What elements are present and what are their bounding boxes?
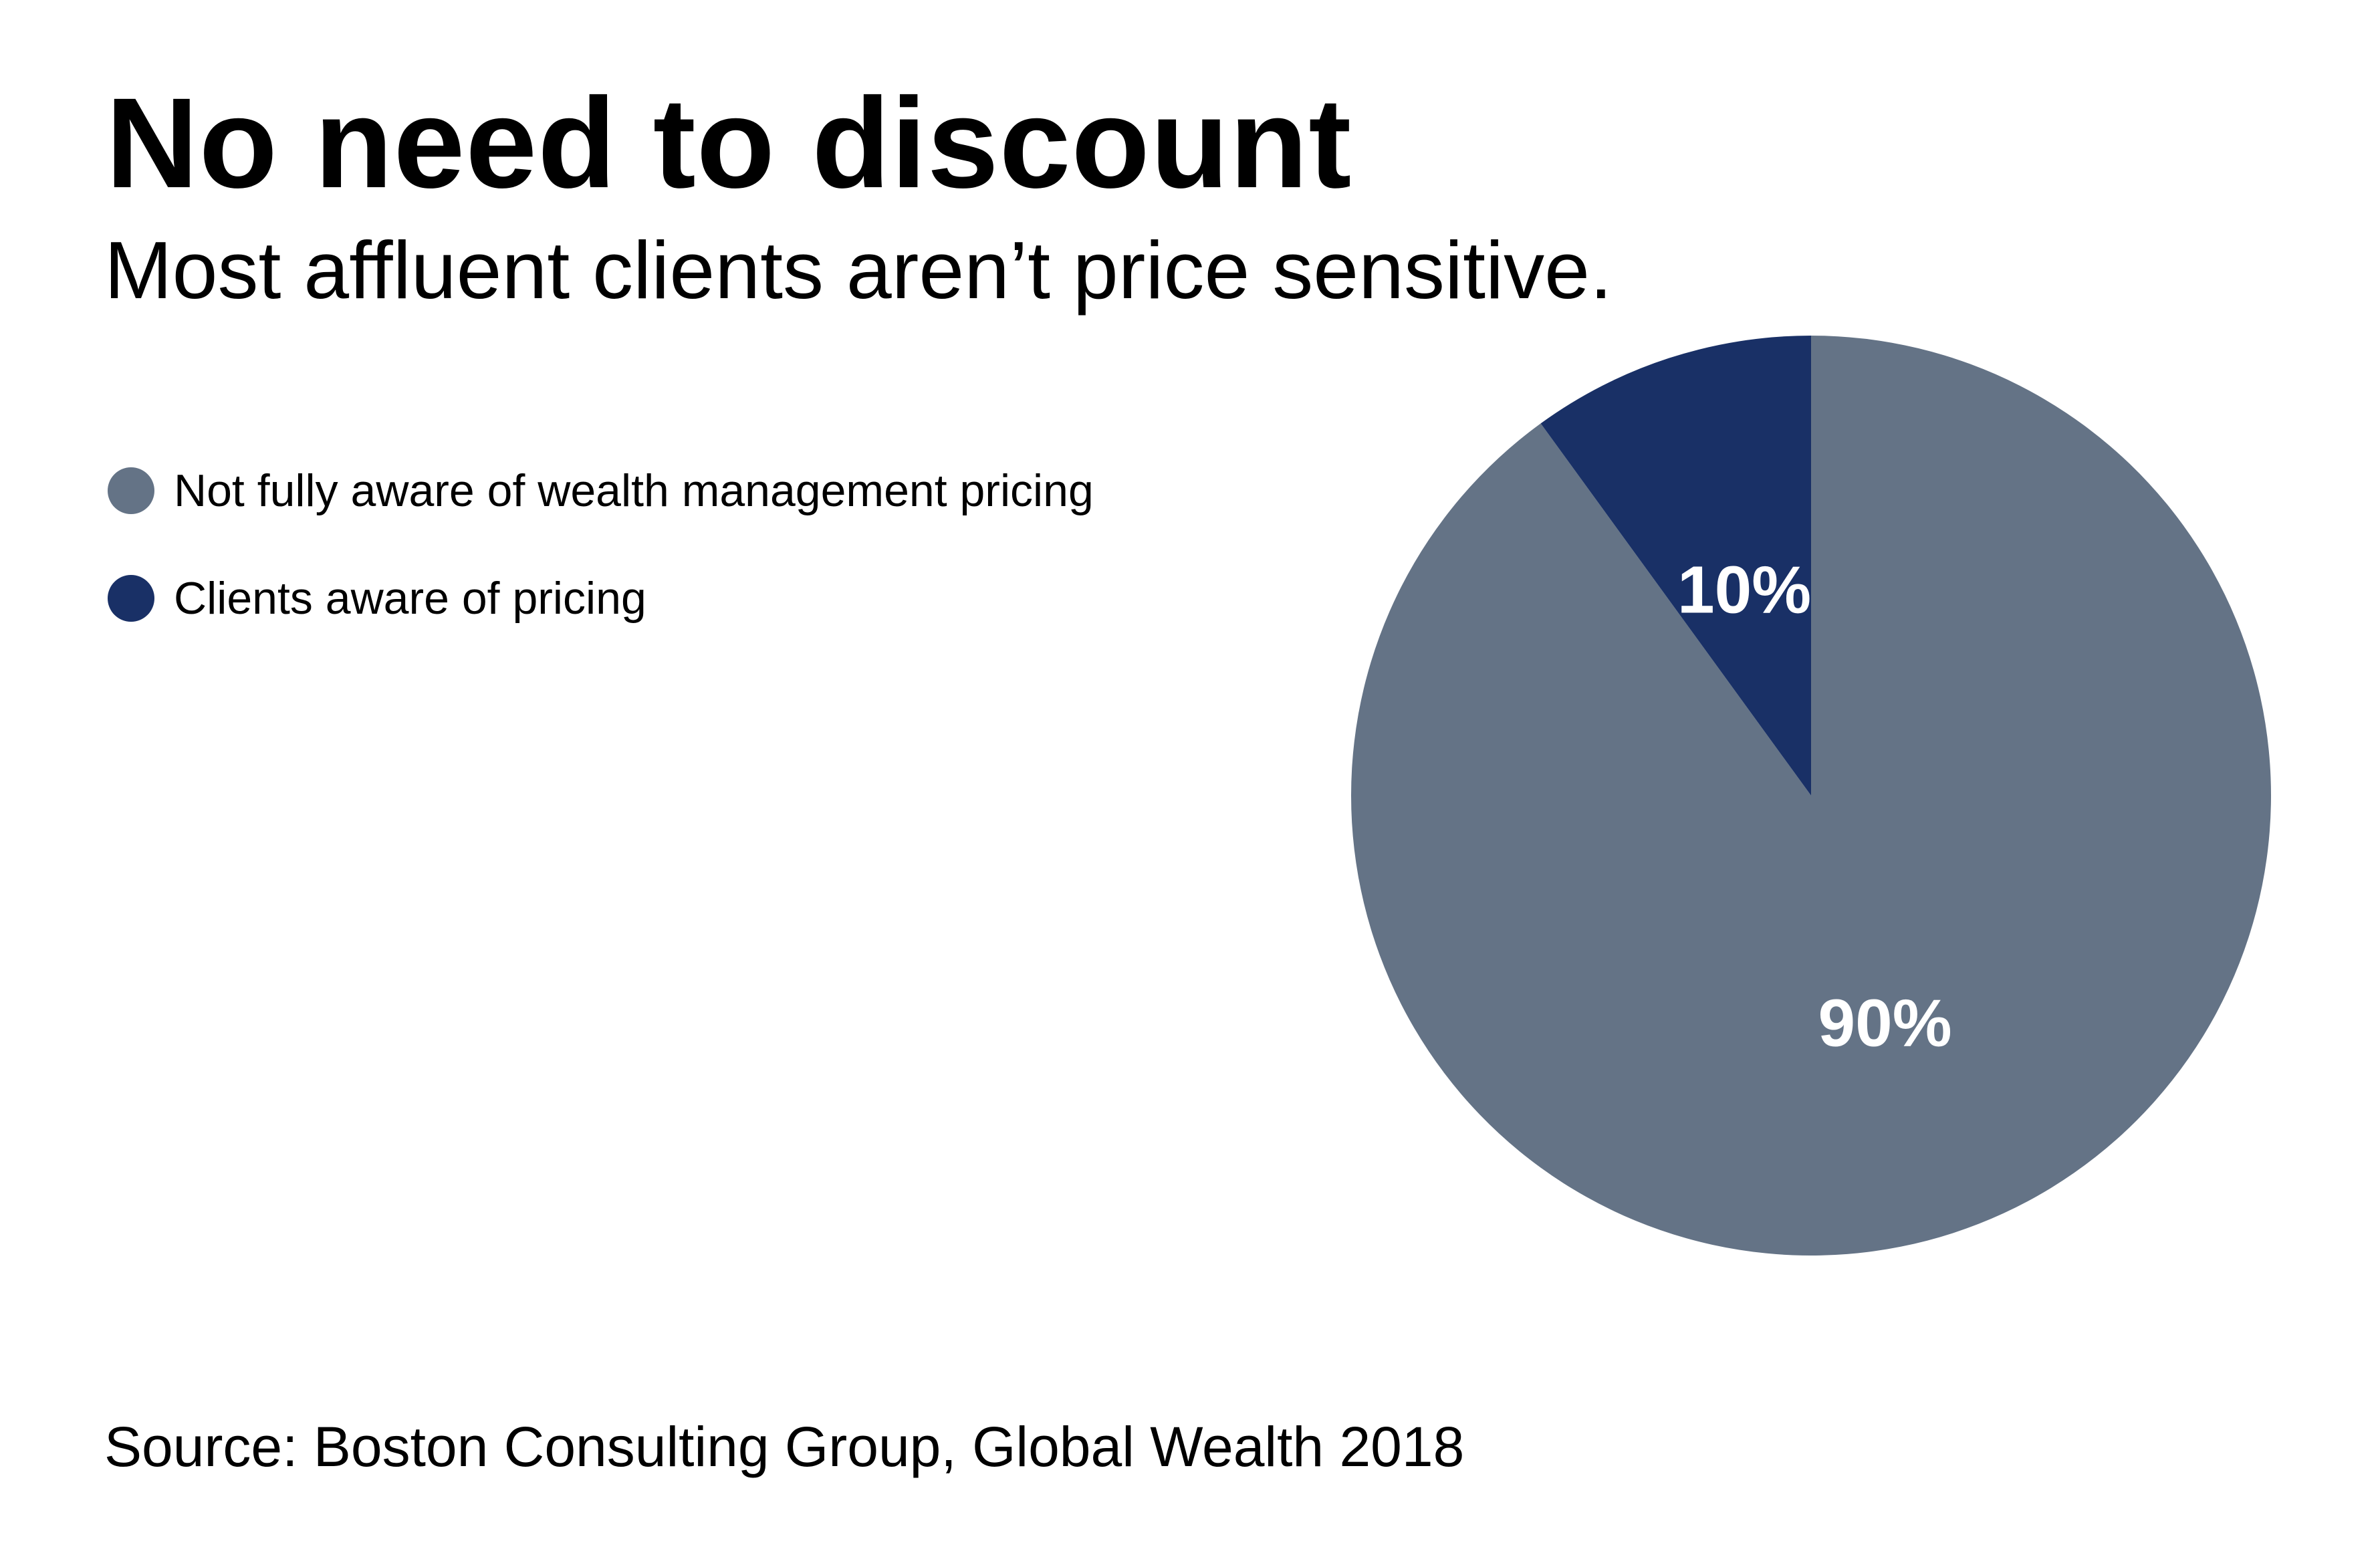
legend-swatch-aware-of-pricing bbox=[108, 575, 154, 622]
chart-subtitle: Most affluent clients aren’t price sensi… bbox=[104, 225, 1613, 316]
pie-slice-not-fully-aware-of-wealth-management-pricing bbox=[1350, 336, 2271, 1256]
legend-label-aware-of-pricing: Clients aware of pricing bbox=[174, 573, 646, 624]
pie-label-90: 90% bbox=[1818, 985, 1951, 1060]
legend-swatch-not-fully-aware bbox=[108, 467, 154, 514]
pie-slice-clients-aware-of-pricing bbox=[1540, 336, 1811, 796]
legend-item-aware-of-pricing: Clients aware of pricing bbox=[108, 575, 1094, 622]
legend-item-not-fully-aware: Not fully aware of wealth management pri… bbox=[108, 467, 1094, 514]
legend-label-not-fully-aware: Not fully aware of wealth management pri… bbox=[174, 465, 1094, 516]
chart-title: No need to discount bbox=[106, 71, 1352, 215]
legend: Not fully aware of wealth management pri… bbox=[108, 467, 1094, 683]
source-note: Source: Boston Consulting Group, Global … bbox=[104, 1415, 1465, 1478]
pie-label-10: 10% bbox=[1677, 552, 1811, 627]
